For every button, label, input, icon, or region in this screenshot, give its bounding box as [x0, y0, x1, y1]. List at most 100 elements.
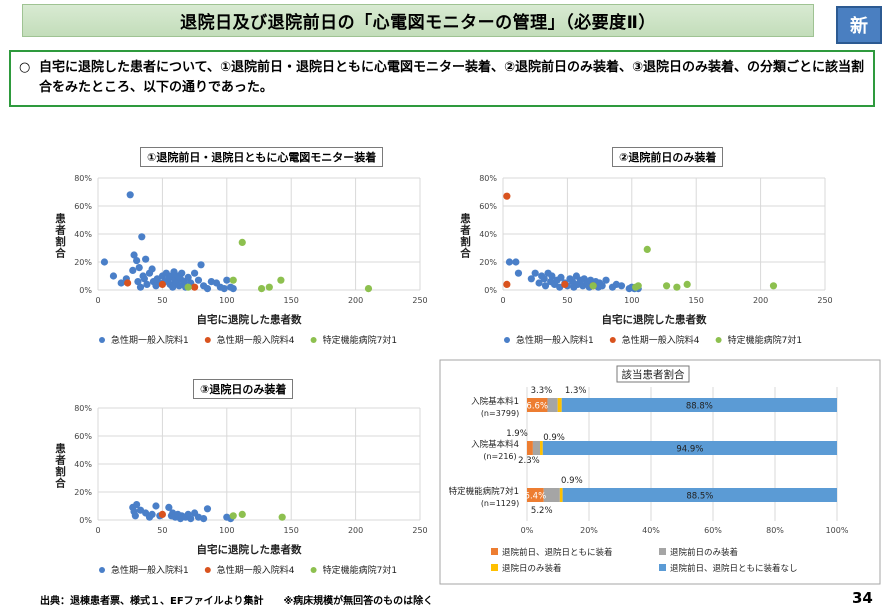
x-tick-label: 100	[624, 296, 639, 305]
data-label: 1.9%	[506, 429, 528, 439]
legend-label: 退院前日、退院日ともに装着なし	[670, 563, 798, 574]
data-point	[184, 273, 192, 281]
data-point	[634, 282, 642, 290]
x-axis-title: 自宅に退院した患者数	[197, 543, 302, 556]
data-point	[140, 275, 148, 283]
x-tick-label: 0	[500, 296, 505, 305]
x-tick-label: 0%	[521, 526, 534, 535]
y-tick-label: 80%	[74, 404, 92, 413]
data-point	[548, 272, 556, 280]
data-point	[541, 282, 550, 290]
x-tick-label: 40%	[642, 526, 660, 535]
x-tick-label: 100	[219, 296, 234, 305]
legend-swatch	[491, 564, 498, 571]
legend-marker	[99, 337, 105, 343]
stacked-bar-chart: 該当患者割合 0% 20% 40% 60% 80% 100% 入院基本料1 (n=3799) 入院…	[439, 359, 881, 585]
data-point	[257, 285, 266, 293]
x-tick-label: 100%	[826, 526, 849, 535]
x-tick-label: 20%	[580, 526, 598, 535]
data-point	[197, 261, 205, 269]
x-tick-label: 0	[95, 526, 100, 535]
data-point	[191, 283, 199, 291]
data-point	[126, 191, 134, 199]
legend-label: 急性期一般入院料4	[217, 334, 295, 346]
data-point	[134, 278, 142, 286]
bar-segment	[547, 398, 558, 412]
page-title: 退院日及び退院前日の「心電図モニターの管理」（必要度Ⅱ）	[22, 4, 814, 37]
legend-label: 退院日のみ装着	[502, 563, 562, 574]
data-label: 1.3%	[565, 386, 587, 396]
data-point	[223, 276, 231, 284]
data-point	[683, 280, 691, 288]
bar-segment	[557, 398, 562, 412]
x-tick-label: 150	[689, 296, 704, 305]
data-point	[514, 269, 523, 277]
legend-marker	[204, 337, 211, 343]
data-point	[109, 272, 118, 280]
legend-label: 急性期一般入院料1	[111, 564, 189, 576]
data-label: 0.9%	[561, 476, 583, 486]
data-point	[142, 255, 150, 263]
data-point	[133, 257, 141, 265]
y-tick-label: 60%	[74, 432, 92, 441]
bar-segment	[561, 398, 837, 412]
data-point	[277, 276, 285, 284]
y-tick-label: 0%	[79, 516, 92, 525]
data-point	[136, 283, 145, 291]
legend-label: 退院前日、退院日ともに装着	[502, 547, 613, 558]
data-point	[278, 513, 286, 521]
x-tick-label: 200	[348, 296, 363, 305]
y-tick-label: 60%	[479, 202, 497, 211]
x-axis-title: 自宅に退院した患者数	[197, 313, 302, 326]
data-point	[152, 502, 160, 510]
data-point	[505, 258, 514, 266]
data-point	[238, 238, 246, 246]
legend-label: 特定機能病院7対1	[323, 564, 397, 576]
data-point	[187, 515, 195, 523]
x-tick-label: 50	[157, 296, 167, 305]
data-point	[229, 276, 237, 284]
data-point	[148, 510, 156, 518]
new-badge: 新	[836, 6, 882, 44]
data-point	[124, 279, 132, 287]
data-label: 88.8%	[686, 402, 713, 412]
data-point	[364, 285, 373, 293]
bar-segment	[527, 441, 533, 455]
category-label: 入院基本料4	[471, 439, 519, 450]
chart2-title: ②退院前日のみ装着	[612, 147, 724, 167]
data-point	[130, 251, 138, 259]
data-label: 2.3%	[518, 456, 540, 466]
data-point	[200, 515, 208, 523]
y-tick-label: 80%	[479, 174, 497, 183]
data-point	[148, 265, 156, 273]
x-axis-title: 自宅に退院した患者数	[602, 313, 707, 326]
legend-marker	[204, 567, 211, 573]
data-point	[617, 282, 626, 290]
bar-segment	[559, 488, 563, 502]
legend-marker	[504, 337, 510, 343]
data-point	[602, 276, 610, 284]
x-tick-label: 250	[412, 296, 427, 305]
x-tick-label: 0	[95, 296, 100, 305]
data-point	[229, 512, 237, 520]
y-tick-label: 20%	[74, 488, 92, 497]
data-point	[598, 282, 606, 290]
data-point	[531, 269, 539, 277]
bar-segment	[532, 441, 541, 455]
data-point	[100, 258, 109, 266]
x-tick-label: 250	[412, 526, 427, 535]
data-label: 5.2%	[531, 506, 553, 516]
data-label: 0.9%	[543, 433, 565, 443]
summary-text: 自宅に退院した患者について、①退院前日・退院日ともに心電図モニター装着、②退院前…	[39, 60, 864, 95]
data-point	[133, 501, 141, 509]
data-label: 5.4%	[525, 492, 547, 502]
x-tick-label: 150	[284, 526, 299, 535]
x-tick-label: 250	[817, 296, 832, 305]
footer-source: 出典：退棟患者票、様式１、EFファイルより集計 ※病床規模が無回答のものは除く	[40, 596, 434, 607]
summary-box: ○ 自宅に退院した患者について、①退院前日・退院日ともに心電図モニター装着、②退…	[9, 50, 875, 107]
bar-segment	[542, 441, 837, 455]
category-n: (n=1129)	[481, 499, 519, 508]
category-n: (n=3799)	[481, 409, 519, 418]
x-tick-label: 200	[348, 526, 363, 535]
legend-swatch	[659, 564, 666, 571]
